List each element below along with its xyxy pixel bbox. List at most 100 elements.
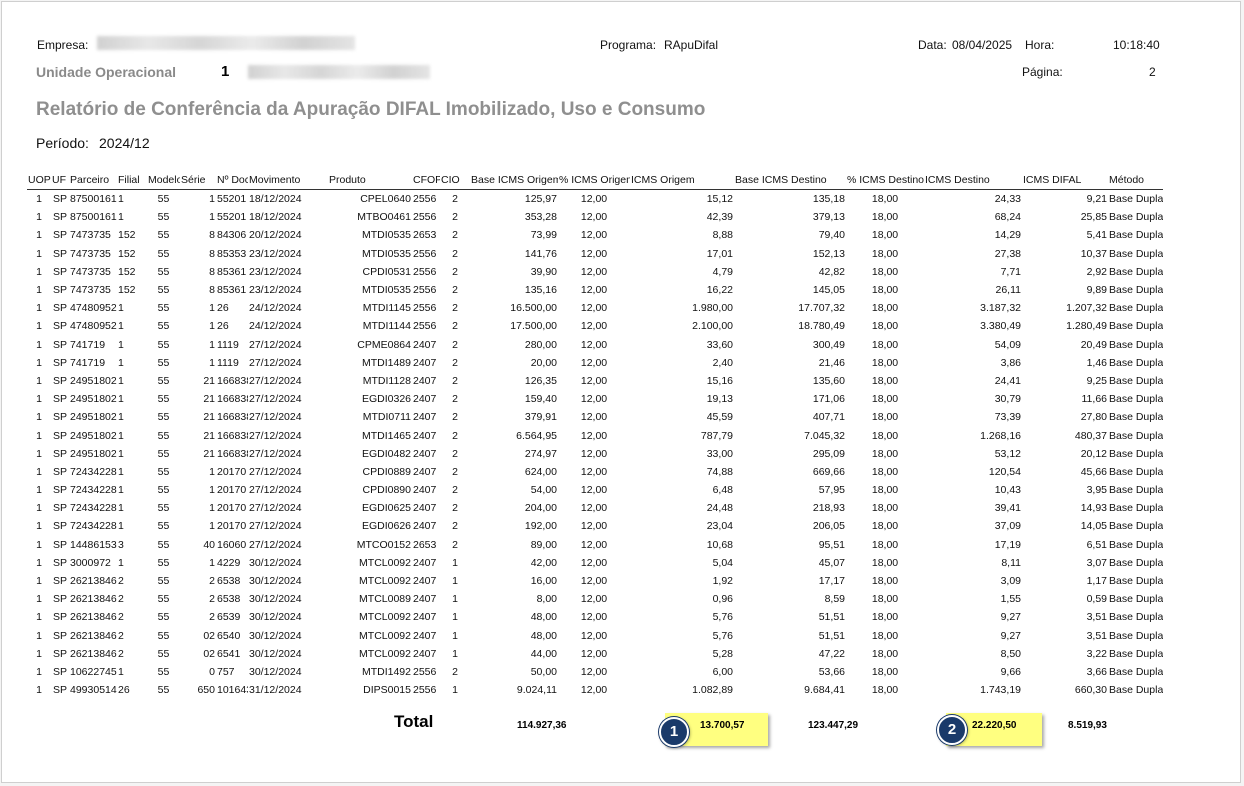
table-cell: 2407 — [413, 447, 437, 460]
table-cell: 55 — [157, 665, 170, 678]
table-cell: 55 — [157, 393, 170, 406]
table-cell: 1 — [209, 211, 215, 224]
table-cell: 3,95 — [1086, 484, 1107, 497]
table-cell: 3.380,49 — [980, 320, 1021, 333]
unidade-value: 1 — [221, 63, 230, 80]
table-cell: 89,00 — [530, 538, 557, 551]
table-cell: 72434228 — [70, 465, 117, 478]
total-label: Total — [394, 712, 434, 731]
table-cell: CPME0864 — [357, 338, 411, 351]
table-cell: 1 — [118, 320, 124, 333]
pagina-value: 2 — [1149, 65, 1156, 79]
table-cell: 6,51 — [1086, 538, 1107, 551]
table-cell: 55 — [157, 193, 170, 206]
table-cell: 30/12/2024 — [249, 665, 302, 678]
table-cell: Base Dupla — [1109, 556, 1163, 569]
table-cell: 2407 — [413, 611, 437, 624]
table-cell: 2 — [118, 629, 124, 642]
table-cell: 1 — [209, 484, 215, 497]
table-cell: 31/12/2024 — [249, 684, 302, 697]
table-row: 1SP249518021552116683827/12/2024MTDI1128… — [27, 372, 1163, 390]
table-cell: 6540 — [217, 629, 241, 642]
column-header: ICMS Origem — [630, 171, 734, 190]
table-cell: 2 — [452, 665, 458, 678]
table-cell: Base Dupla — [1109, 629, 1163, 642]
table-cell: 79,40 — [818, 229, 845, 242]
table-row: 1SP249518021552116683827/12/2024MTDI1465… — [27, 426, 1163, 444]
table-cell: 55 — [157, 629, 170, 642]
table-cell: 24951802 — [70, 411, 117, 424]
table-cell: 2556 — [413, 302, 437, 315]
table-cell: 1 — [36, 665, 42, 678]
table-cell: 26 — [217, 320, 229, 333]
table-cell: 2556 — [413, 247, 437, 260]
table-cell: 2556 — [413, 684, 437, 697]
table-cell: 20,49 — [1080, 338, 1107, 351]
table-cell: 2 — [452, 484, 458, 497]
table-row: 1 SP 26213846 2 55 02 6541 30/12/2024 MTCL0092 24… — [27, 645, 1163, 663]
table-cell: SP — [52, 320, 67, 333]
table-cell: 204,00 — [524, 502, 557, 515]
table-row: 1 SP 26213846 2 55 02 6540 30/12/2024 MTCL0092 24… — [27, 627, 1163, 645]
table-cell: 2407 — [413, 338, 437, 351]
table-cell: 18,00 — [871, 211, 899, 224]
table-cell: 18,00 — [871, 265, 899, 278]
table-cell: 3,22 — [1086, 647, 1107, 660]
table-cell: 18,00 — [871, 393, 899, 406]
table-cell: Base Dupla — [1109, 665, 1163, 678]
table-row: 1 SP 7473735 152 55 8 85361 23/12/2024 CPDI0531 2… — [27, 263, 1163, 281]
table-cell: 7,71 — [1000, 265, 1021, 278]
table-cell: 18,00 — [871, 320, 899, 333]
table-cell: 1 — [36, 356, 42, 369]
table-cell: 1 — [209, 302, 215, 315]
table-cell: 2556 — [413, 265, 437, 278]
table-cell: 19,13 — [706, 393, 733, 406]
table-cell: 12,00 — [580, 629, 608, 642]
table-body: 1 SP 87500161 1 55 1 55201 18/12/2024 CPEL0640 25… — [27, 190, 1163, 700]
table-cell: 02 — [203, 629, 215, 642]
table-cell: MTCL0089 — [359, 593, 411, 606]
table-cell: 12,00 — [580, 193, 608, 206]
table-row: 1 SP 72434228 1 55 1 20170 27/12/2024 EGDI0625 24… — [27, 499, 1163, 517]
table-cell: Base Dupla — [1109, 193, 1163, 206]
table-cell: 55 — [157, 556, 170, 569]
table-cell: 2 — [209, 593, 215, 606]
table-cell: 2 — [452, 393, 458, 406]
table-cell: 39,90 — [530, 265, 557, 278]
table-cell: 1 — [209, 520, 215, 533]
table-cell: 166838 — [217, 374, 248, 387]
table-row: 1 SP 26213846 2 55 2 6538 30/12/2024 MTCL0092 240… — [27, 572, 1163, 590]
table-cell: 18,00 — [871, 556, 899, 569]
table-cell: SP — [52, 374, 67, 387]
table-cell: 2556 — [413, 320, 437, 333]
table-cell: 17.500,00 — [510, 320, 557, 333]
column-header: % ICMS Origem — [558, 171, 630, 190]
table-cell: 18,00 — [871, 593, 899, 606]
table-cell: 53,66 — [818, 665, 845, 678]
table-cell: 55 — [157, 465, 170, 478]
table-cell: 1 — [118, 447, 124, 460]
table-cell: 8 — [209, 265, 215, 278]
table-cell: 1 — [36, 629, 42, 642]
table-row: 1SP249518021552116683827/12/2024EGDI0326… — [27, 390, 1163, 408]
table-cell: 12,00 — [580, 211, 608, 224]
table-cell: DIPS0015 — [363, 684, 411, 697]
table-cell: 45,07 — [818, 556, 845, 569]
table-cell: 18,00 — [871, 302, 899, 315]
table-cell: 1,46 — [1086, 356, 1107, 369]
table-cell: 24951802 — [70, 429, 117, 442]
table-cell: 18,00 — [871, 411, 899, 424]
table-cell: 166838 — [217, 393, 248, 406]
table-cell: 27/12/2024 — [249, 393, 302, 406]
table-cell: 0,96 — [712, 593, 733, 606]
table-cell: 1,17 — [1086, 575, 1107, 588]
table-cell: 171,06 — [812, 393, 845, 406]
table-cell: 18.780,49 — [798, 320, 845, 333]
table-cell: 2407 — [413, 556, 437, 569]
table-cell: 55 — [157, 520, 170, 533]
table-cell: 27/12/2024 — [249, 429, 302, 442]
table-cell: 18,00 — [871, 629, 899, 642]
table-cell: 15,16 — [706, 374, 733, 387]
